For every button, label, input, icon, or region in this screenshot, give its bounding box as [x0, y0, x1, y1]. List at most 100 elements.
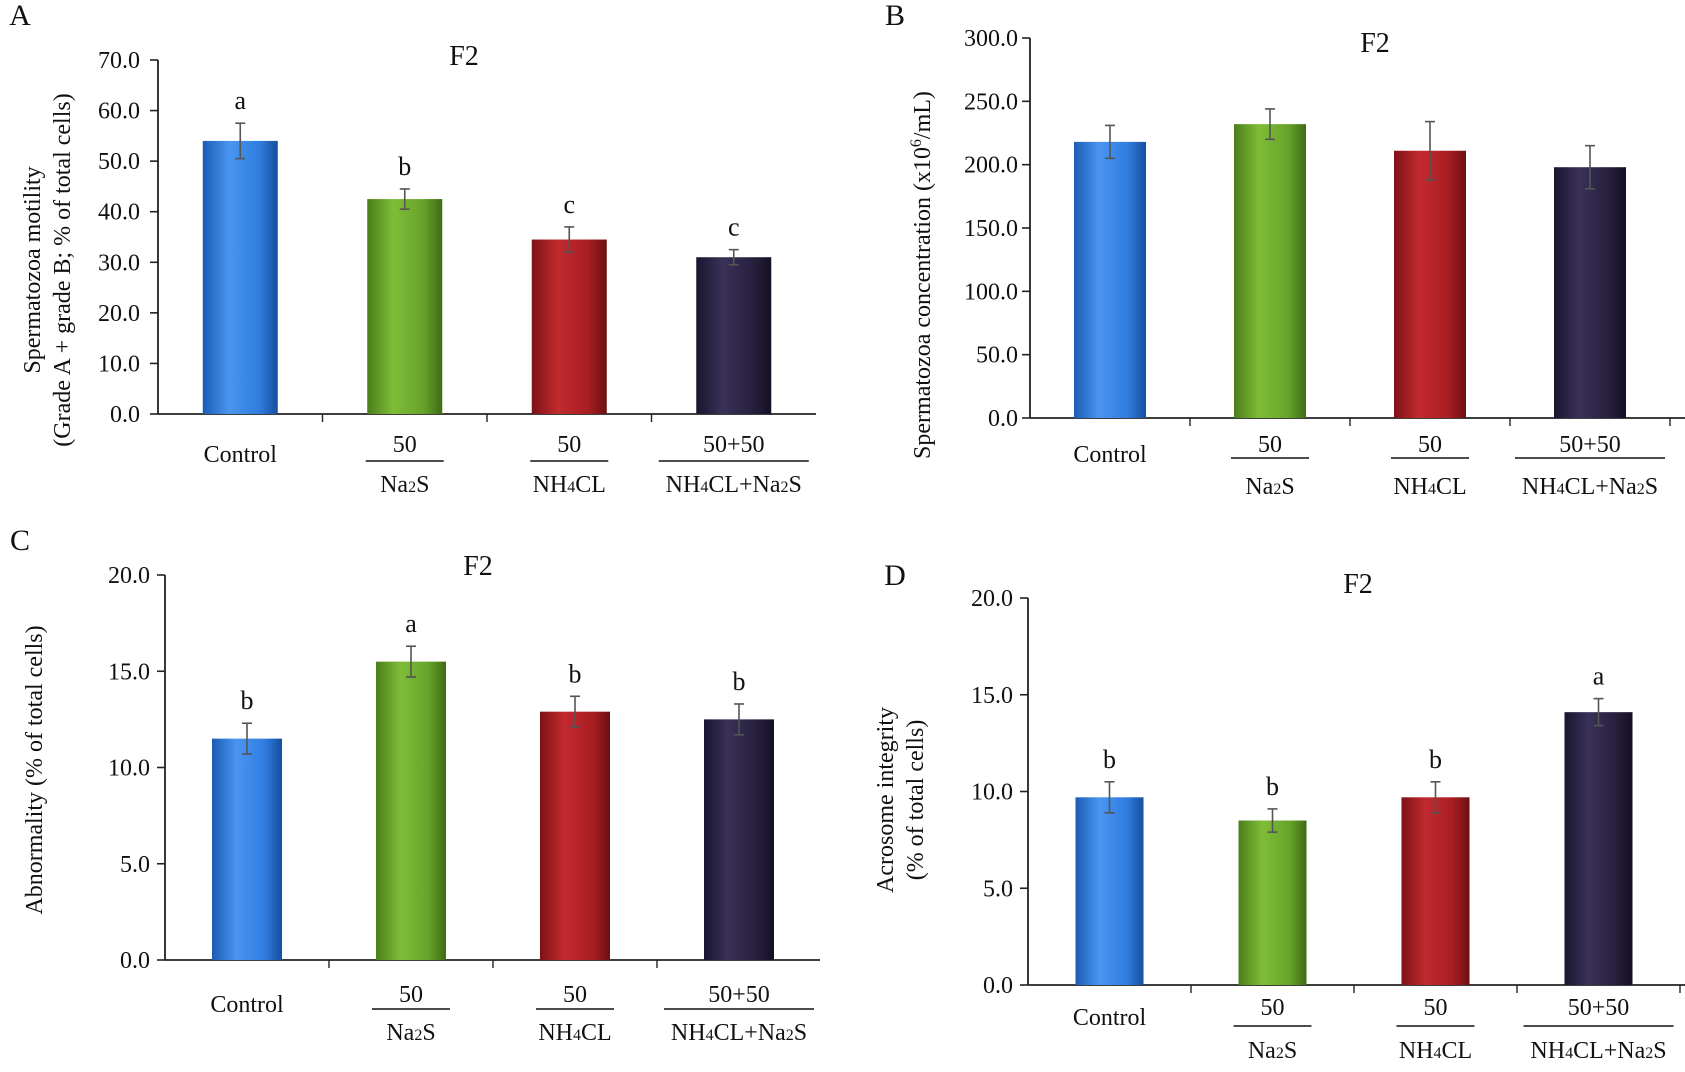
category-label-3: 50 NH4CL [1396, 995, 1475, 1064]
label-part: CL+Na [708, 472, 781, 498]
subscript: 4 [573, 1027, 581, 1044]
chart-title: F2 [463, 551, 493, 582]
bar-nh4cl [540, 711, 610, 960]
label-part: CL [575, 472, 606, 498]
y-axis-label-line1: Acrosome integrity [873, 707, 899, 893]
category-name: NH4CL+Na2S [1522, 474, 1658, 500]
y-tick-label: 150.0 [964, 216, 1018, 242]
bar-na2s [1238, 820, 1307, 985]
label-part: NH [1530, 1038, 1565, 1064]
category-name: Na2S [1245, 474, 1294, 500]
category-name: NH4CL [1393, 474, 1466, 500]
y-tick-label: 100.0 [964, 279, 1018, 305]
bar-control [202, 140, 278, 414]
label-part: NH [1522, 474, 1557, 500]
category-name: NH4CL+Na2S [1530, 1038, 1666, 1064]
subscript: 2 [1276, 1045, 1284, 1062]
significance-letter: b [1103, 745, 1116, 774]
significance-letter: a [234, 86, 246, 115]
label-part: S [416, 472, 429, 498]
bar-nh4cl-na2s [1564, 712, 1633, 985]
panel-d-acrosome-chart: D F2 Acrosome integrity (% of total cells) 0… [873, 559, 1685, 1064]
dose-label: 50+50 [1568, 995, 1630, 1021]
significance-letter: b [569, 659, 582, 688]
subscript: 4 [1434, 1045, 1442, 1062]
dose-label: 50 [393, 432, 417, 458]
dose-label: 50 [1418, 432, 1442, 458]
label-part: NH [1393, 474, 1428, 500]
bar-nh4cl [1394, 150, 1466, 418]
significance-letter: b [1429, 745, 1442, 774]
dose-label: 50 [1258, 432, 1282, 458]
y-tick-label: 200.0 [964, 153, 1018, 179]
dose-label: 50 [1261, 995, 1285, 1021]
bar-control [1074, 141, 1146, 418]
category-label-2: 50 Na2S [1231, 432, 1309, 500]
y-tick-label: 30.0 [98, 250, 140, 276]
significance-letter: c [728, 213, 740, 242]
category-name: Na2S [1248, 1038, 1297, 1064]
label-part: CL [581, 1020, 612, 1046]
bar-control [212, 738, 282, 960]
y-tick-label: 20.0 [971, 586, 1013, 612]
bar-control [1075, 797, 1144, 985]
label-part: Na [386, 1020, 414, 1046]
y-tick-label: 10.0 [971, 780, 1013, 806]
y-axis-label-line2: (Grade A + grade B; % of total cells) [50, 93, 76, 446]
chart-title: F2 [449, 41, 479, 72]
y-tick-label: 300.0 [964, 26, 1018, 52]
subscript: 4 [1565, 1045, 1573, 1062]
label-part: Na [380, 472, 408, 498]
y-axis-label: Spermatozoa motility (Grade A + grade B; … [20, 93, 76, 446]
dose-label: 50 [1424, 995, 1448, 1021]
category-label-4: 50+50 NH4CL+Na2S [1515, 432, 1665, 500]
subscript: 2 [408, 479, 416, 496]
panel-letter: D [884, 559, 906, 592]
dose-label: 50+50 [708, 982, 770, 1008]
label-part: NH [533, 472, 568, 498]
bar-nh4cl-na2s [704, 719, 774, 960]
category-label-1: Control [204, 442, 278, 468]
y-tick-label: 20.0 [108, 563, 150, 589]
chart-title: F2 [1360, 28, 1390, 59]
label-part: CL [1442, 1038, 1473, 1064]
label-part: CL+Na [1573, 1038, 1646, 1064]
subscript: 2 [1273, 481, 1281, 498]
y-tick-label: 15.0 [971, 683, 1013, 709]
label-part: S [1653, 1038, 1666, 1064]
y-axis-label-line1: Spermatozoa motility [20, 166, 46, 373]
subscript: 4 [1557, 481, 1565, 498]
category-label-2: 50 Na2S [372, 982, 450, 1046]
subscript: 4 [567, 479, 575, 496]
label-part: Na [1245, 474, 1273, 500]
category-name: Control [210, 992, 284, 1018]
category-name: NH4CL+Na2S [666, 472, 802, 498]
dose-label: 50+50 [1559, 432, 1621, 458]
chart-title: F2 [1343, 569, 1373, 600]
category-label-4: 50+50 NH4CL+Na2S [1523, 995, 1674, 1064]
label-part: Na [1248, 1038, 1276, 1064]
subscript: 2 [414, 1027, 422, 1044]
y-tick-label: 0.0 [988, 406, 1018, 432]
panel-letter: C [10, 524, 30, 557]
subscript: 2 [786, 1027, 794, 1044]
y-axis-label-line1: Abnormality (% of total cells) [22, 625, 48, 914]
significance-letter: b [1266, 772, 1279, 801]
category-name: NH4CL [1399, 1038, 1472, 1064]
label-part: S [422, 1020, 435, 1046]
category-name: Control [1073, 442, 1147, 468]
subscript: 2 [1637, 481, 1645, 498]
category-label-3: 50 NH4CL [1391, 432, 1469, 500]
label-part: NH [1399, 1038, 1434, 1064]
category-name: Control [1073, 1005, 1147, 1031]
panel-a-motility-chart: A F2 Spermatozoa motility (Grade A + grade … [9, 0, 816, 498]
panel-letter: B [885, 0, 905, 32]
significance-letter: c [563, 190, 575, 219]
label-part: S [1281, 474, 1294, 500]
significance-letter: a [405, 609, 417, 638]
dose-label: 50 [557, 432, 581, 458]
y-tick-label: 70.0 [98, 48, 140, 74]
label-part: S [1284, 1038, 1297, 1064]
y-tick-label: 40.0 [98, 200, 140, 226]
y-axis-label-line1: Spermatozoa concentration (x106/mL) [908, 91, 936, 459]
